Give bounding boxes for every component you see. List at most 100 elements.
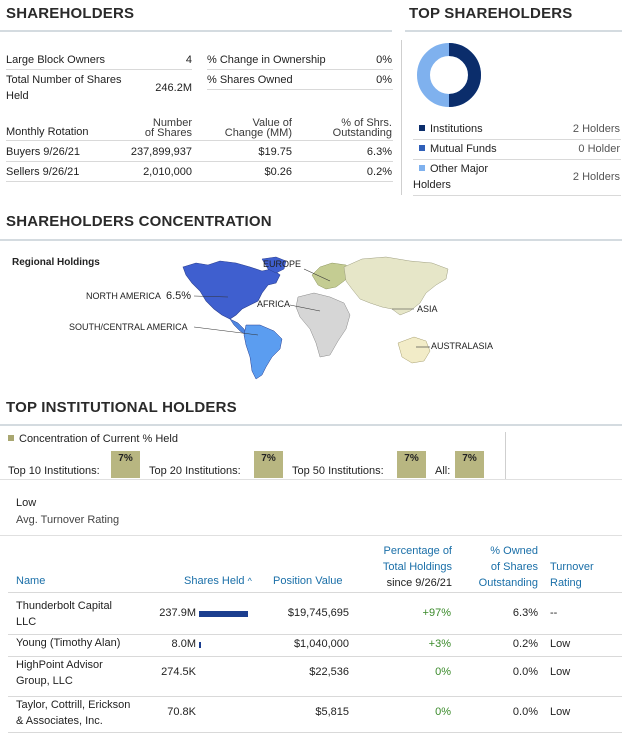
legend-other-label: Other Major: [430, 163, 489, 175]
shares-owned-value: 0%: [376, 74, 392, 86]
divider: [6, 181, 393, 182]
holder-shares-bar: [199, 642, 201, 648]
region-europe-label: EUROPE: [263, 259, 302, 269]
divider: [8, 656, 622, 657]
institutions-swatch: [419, 125, 425, 131]
legend-mutual-funds-label: Mutual Funds: [430, 143, 497, 155]
holder-name[interactable]: HighPoint Advisor: [16, 659, 103, 671]
top20-label: Top 20 Institutions:: [149, 465, 241, 477]
sellers-value: $0.26: [264, 166, 292, 178]
region-africa-label: AFRICA: [257, 299, 291, 309]
legend-mutual-funds-value: 0 Holder: [578, 143, 620, 155]
legend-other-label-2: Holders: [413, 179, 451, 191]
all-label: All:: [435, 465, 451, 477]
col-pct-change[interactable]: Percentage of Total Holdings since 9/26/…: [382, 545, 452, 589]
holder-position: $19,745,695: [287, 607, 349, 619]
holder-turnover: --: [550, 607, 558, 619]
region-north-america-label: NORTH AMERICA: [86, 291, 161, 301]
region-south-america-label: SOUTH/CENTRAL AMERICA: [69, 322, 188, 332]
shareholders-rule: [0, 30, 392, 32]
top10-box: 7%: [111, 451, 140, 478]
holder-shares-bar: [199, 611, 248, 617]
institutional-title: TOP INSTITUTIONAL HOLDERS: [6, 399, 237, 416]
holder-change: 0%: [435, 706, 451, 718]
holder-turnover: Low: [550, 666, 571, 678]
buyers-pct: 6.3%: [366, 146, 392, 158]
holder-owned: 0.0%: [512, 666, 538, 678]
col-position-value[interactable]: Position Value: [273, 575, 343, 587]
holder-name-line2[interactable]: & Associates, Inc.: [16, 715, 103, 727]
total-shares-label-2: Held: [6, 90, 29, 102]
concentration-swatch: [8, 435, 14, 441]
divider: [6, 69, 192, 70]
total-shares-value: 246.2M: [155, 82, 192, 94]
divider: [8, 696, 622, 697]
world-map: [182, 256, 449, 380]
legend-institutions-label: Institutions: [430, 123, 483, 135]
divider: [413, 195, 621, 196]
legend-institutions-value: 2 Holders: [572, 123, 620, 135]
top20-box: 7%: [254, 451, 283, 478]
holder-name[interactable]: Young (Timothy Alan): [16, 637, 121, 649]
holder-change: +97%: [422, 607, 451, 619]
col-shares-held[interactable]: Shares Held ^: [184, 575, 252, 587]
holder-name-line2[interactable]: Group, LLC: [16, 675, 73, 687]
divider: [8, 592, 622, 593]
col-pct-owned[interactable]: % Owned of Shares Outstanding: [478, 545, 538, 589]
region-north-america-pct: 6.5%: [166, 290, 192, 302]
regional-holdings-label: Regional Holdings: [12, 257, 100, 268]
col-number-shares: Number of Shares: [144, 117, 192, 139]
region-asia-label: ASIA: [417, 304, 438, 314]
divider: [207, 89, 393, 90]
holder-change: 0%: [435, 666, 451, 678]
holder-position: $22,536: [309, 666, 349, 678]
holder-name-line2[interactable]: LLC: [16, 616, 37, 628]
change-ownership-label: % Change in Ownership: [207, 54, 326, 66]
large-block-owners-value: 4: [185, 54, 192, 66]
mutual-funds-swatch: [419, 145, 425, 151]
sort-asc-icon: ^: [247, 576, 252, 586]
holder-name[interactable]: Thunderbolt Capital: [16, 600, 113, 612]
holder-shares: 274.5K: [161, 666, 196, 678]
total-shares-label: Total Number of Shares: [6, 74, 122, 86]
region-australasia-label: AUSTRALASIA: [431, 341, 494, 351]
sellers-shares: 2,010,000: [143, 166, 192, 178]
holder-turnover: Low: [550, 638, 571, 650]
top50-label: Top 50 Institutions:: [292, 465, 384, 477]
col-name[interactable]: Name: [16, 575, 46, 587]
col-pct-outstanding: % of Shrs. Outstanding: [332, 117, 392, 139]
concentration-divider: [505, 432, 506, 480]
greenland-shape: [261, 256, 287, 274]
australia-shape: [397, 336, 431, 364]
buyers-shares: 237,899,937: [130, 146, 192, 158]
all-box: 7%: [455, 451, 484, 478]
divider: [6, 140, 393, 141]
divider: [413, 159, 621, 160]
turnover-value: Low: [16, 497, 37, 509]
large-block-owners-label: Large Block Owners: [6, 54, 106, 66]
top10-label: Top 10 Institutions:: [8, 465, 100, 477]
shareholders-title: SHAREHOLDERS: [6, 5, 135, 22]
holder-turnover: Low: [550, 706, 571, 718]
col-turnover[interactable]: Turnover Rating: [550, 561, 594, 589]
buyers-label: Buyers 9/26/21: [6, 146, 80, 158]
institutional-rule: [0, 424, 622, 426]
concentration-rule: [0, 239, 622, 241]
other-holders-swatch: [419, 165, 425, 171]
monthly-rotation-label: Monthly Rotation: [6, 126, 89, 138]
divider: [0, 479, 622, 480]
top50-box: 7%: [397, 451, 426, 478]
top-shareholders-title: TOP SHAREHOLDERS: [409, 5, 573, 22]
buyers-value: $19.75: [258, 146, 292, 158]
holder-position: $5,815: [315, 706, 349, 718]
divider: [8, 634, 622, 635]
north-america-shape: [182, 260, 281, 320]
divider: [207, 69, 393, 70]
south-america-shape: [243, 324, 283, 380]
holder-owned: 6.3%: [512, 607, 538, 619]
concentration-title: SHAREHOLDERS CONCENTRATION: [6, 213, 272, 230]
holder-name[interactable]: Taylor, Cottrill, Erickson: [16, 699, 131, 711]
shares-owned-label: % Shares Owned: [207, 74, 293, 86]
column-divider: [401, 40, 402, 195]
holder-shares: 8.0M: [171, 638, 196, 650]
